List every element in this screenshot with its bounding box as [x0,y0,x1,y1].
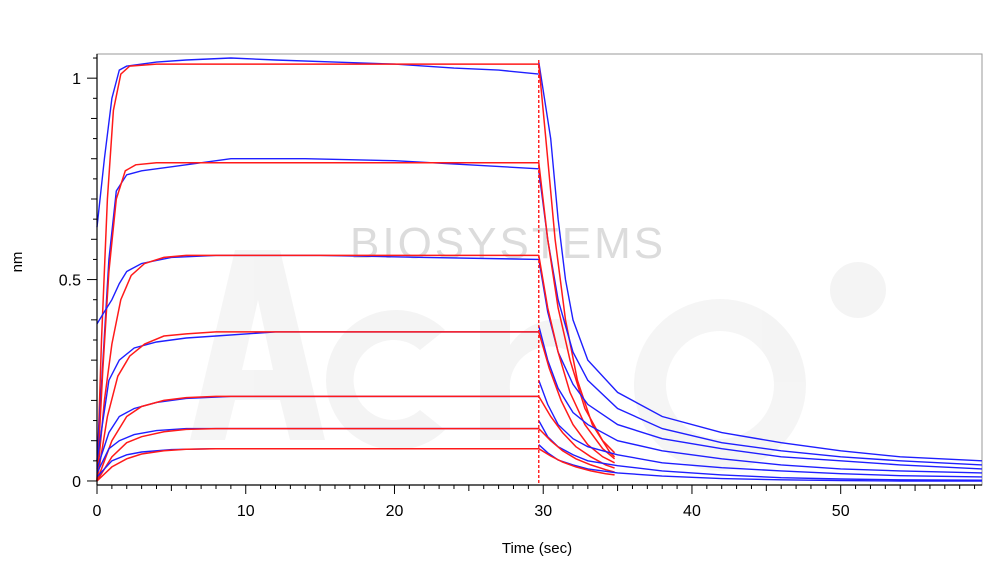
measured-association-line [96,448,539,478]
sensorgram-5 [96,380,983,482]
y-tick-label: 1 [72,71,81,88]
fit-dissociation-line [538,64,616,458]
watermark-text: BIOSYSTEMS [350,219,666,268]
x-tick-label: 0 [93,503,102,520]
measured-dissociation-line [538,61,983,462]
sensorgram-2 [96,158,983,482]
y-tick-label: 0 [72,474,81,491]
fit-association-line [96,447,539,482]
sensorgram-4 [96,325,983,482]
x-tick-label: 20 [386,503,404,520]
fit-association-line [96,254,539,482]
y-tick-label: 0.5 [59,273,81,290]
x-axis-title: Time (sec) [502,540,572,557]
logo-letter-c [326,310,445,450]
measured-association-line [96,57,539,228]
fit-association-line [96,331,539,482]
fit-association-line [96,395,539,482]
fit-dissociation-line [538,448,615,476]
measured-dissociation-line [538,380,983,478]
fit-association-line [96,63,539,482]
logo-dot [830,262,886,318]
sensorgram-1 [96,57,983,482]
acro-logo-watermark [190,250,886,471]
sensorgram-3 [96,254,983,482]
logo-letter-r [480,319,570,440]
fit-dissociation-line [538,162,616,454]
sensorgram-6 [96,420,983,482]
fit-dissociation-line [538,255,616,460]
fit-association-line [96,162,539,482]
logo-letter-a [190,250,325,440]
x-tick-label: 30 [534,503,552,520]
series-layer [96,57,983,485]
y-axis-title: nm [9,252,26,273]
watermark: BIOSYSTEMS [190,219,886,471]
x-tick-label: 10 [237,503,255,520]
fit-association-line [96,427,539,482]
measured-dissociation-line [538,170,983,466]
sensorgram-7 [96,444,982,482]
fit-dissociation-line [538,396,615,469]
measured-dissociation-line [538,325,983,474]
x-tick-label: 40 [683,503,701,520]
fit-dissociation-line [538,428,615,473]
axes-layer: 0 10 20 30 40 50 0 0.5 1 [59,54,982,520]
x-tick-label: 50 [832,503,850,520]
fit-dissociation-line [538,331,615,464]
logo-letter-o [634,299,806,471]
